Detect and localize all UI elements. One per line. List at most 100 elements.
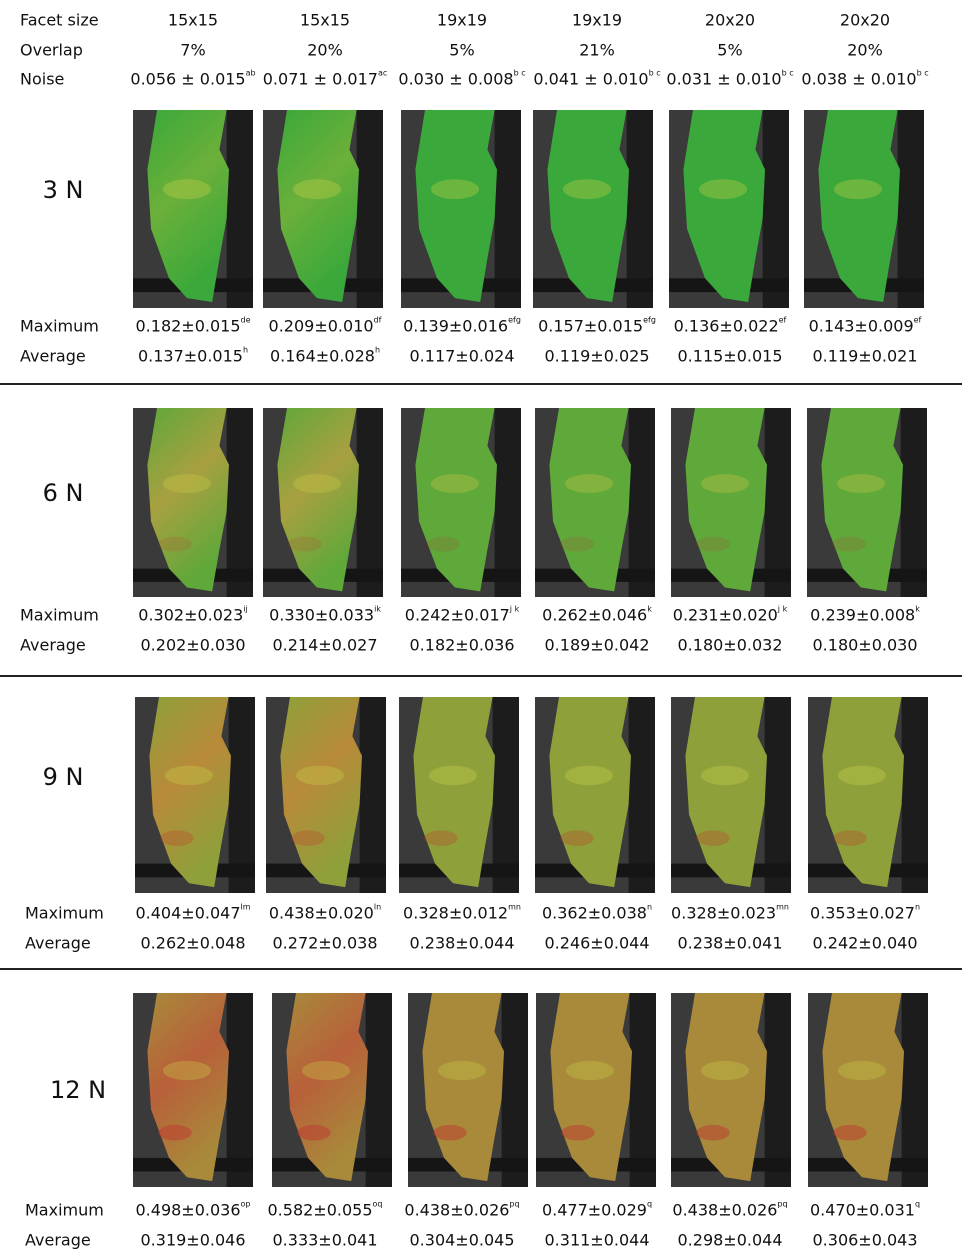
- cell: 0.119±0.021: [812, 347, 917, 366]
- cell-text: 0.262±0.048: [140, 934, 245, 953]
- cell: 0.438±0.020ln: [269, 904, 381, 923]
- superscript: op: [241, 1200, 251, 1209]
- cell: 0.115±0.015: [677, 347, 782, 366]
- row-label: Maximum: [20, 317, 99, 336]
- separator: [0, 675, 962, 677]
- cell: 0.119±0.025: [544, 347, 649, 366]
- cell-text: 0.333±0.041: [272, 1231, 377, 1250]
- superscript: q: [647, 1200, 652, 1209]
- cell: 0.238±0.041: [677, 934, 782, 953]
- strain-map: [401, 110, 521, 308]
- cell-text: 0.115±0.015: [677, 347, 782, 366]
- cell: 0.071 ± 0.017ac: [263, 70, 388, 89]
- cell: 0.246±0.044: [544, 934, 649, 953]
- cell: 0.311±0.044: [544, 1231, 649, 1250]
- cell-text: 0.056 ± 0.015: [130, 70, 245, 89]
- superscript: b c: [917, 69, 929, 78]
- cell: 0.477±0.029q: [542, 1201, 652, 1220]
- superscript: q: [915, 1200, 920, 1209]
- cell-text: 0.246±0.044: [544, 934, 649, 953]
- superscript: k: [915, 605, 920, 614]
- strain-map: [536, 993, 656, 1187]
- superscript: oq: [373, 1200, 383, 1209]
- superscript: j k: [510, 605, 519, 614]
- superscript: de: [241, 316, 251, 325]
- strain-map: [807, 408, 927, 597]
- superscript: h: [375, 346, 380, 355]
- cell-text: 0.164±0.028: [270, 347, 375, 366]
- cell-text: 0.143±0.009: [809, 317, 914, 336]
- superscript: b c: [514, 69, 526, 78]
- strain-map: [272, 993, 392, 1187]
- superscript: ef: [914, 316, 922, 325]
- cell-text: 20%: [307, 41, 343, 60]
- cell-text: 0.137±0.015: [138, 347, 243, 366]
- cell-text: 15x15: [168, 11, 218, 30]
- superscript: ik: [374, 605, 381, 614]
- cell: 0.242±0.017j k: [405, 606, 519, 625]
- load-label: 3 N: [43, 176, 84, 204]
- cell-text: 0.209±0.010: [269, 317, 374, 336]
- cell: 0.031 ± 0.010b c: [666, 70, 793, 89]
- cell: 0.239±0.008k: [810, 606, 920, 625]
- load-label: 6 N: [43, 479, 84, 507]
- cell-text: 0.302±0.023: [138, 606, 243, 625]
- superscript: b c: [782, 69, 794, 78]
- cell: 0.328±0.023mn: [671, 904, 789, 923]
- cell-text: 0.498±0.036: [136, 1201, 241, 1220]
- row-label: Facet size: [20, 11, 99, 30]
- strain-map: [133, 110, 253, 308]
- cell-text: 0.139±0.016: [403, 317, 508, 336]
- cell-text: 0.238±0.041: [677, 934, 782, 953]
- cell: 0.143±0.009ef: [809, 317, 922, 336]
- separator: [0, 968, 962, 970]
- superscript: pq: [777, 1200, 787, 1209]
- cell: 0.306±0.043: [812, 1231, 917, 1250]
- strain-map: [399, 697, 519, 893]
- cell: 0.202±0.030: [140, 636, 245, 655]
- strain-map: [401, 408, 521, 597]
- cell: 15x15: [300, 11, 350, 30]
- cell-text: 0.038 ± 0.010: [801, 70, 916, 89]
- superscript: df: [374, 316, 382, 325]
- cell: 19x19: [437, 11, 487, 30]
- cell-text: 0.119±0.021: [812, 347, 917, 366]
- cell: 0.139±0.016efg: [403, 317, 521, 336]
- cell: 20x20: [840, 11, 890, 30]
- cell-text: 0.117±0.024: [409, 347, 514, 366]
- cell: 20%: [307, 41, 343, 60]
- row-label: Maximum: [25, 904, 104, 923]
- figure: Facet size15x1515x1519x1919x1920x2020x20…: [0, 0, 962, 1250]
- cell-text: 15x15: [300, 11, 350, 30]
- cell: 0.231±0.020j k: [673, 606, 787, 625]
- cell: 0.182±0.036: [409, 636, 514, 655]
- superscript: mn: [508, 903, 521, 912]
- cell-text: 20%: [847, 41, 883, 60]
- cell: 0.298±0.044: [677, 1231, 782, 1250]
- cell-text: 20x20: [705, 11, 755, 30]
- cell: 21%: [579, 41, 615, 60]
- cell-text: 0.438±0.020: [269, 904, 374, 923]
- cell-text: 0.353±0.027: [810, 904, 915, 923]
- cell-text: 7%: [180, 41, 205, 60]
- cell: 0.209±0.010df: [269, 317, 382, 336]
- row-label: Average: [20, 347, 86, 366]
- cell: 0.030 ± 0.008b c: [398, 70, 525, 89]
- cell-text: 0.180±0.030: [812, 636, 917, 655]
- strain-map: [671, 697, 791, 893]
- cell-text: 0.319±0.046: [140, 1231, 245, 1250]
- superscript: ij: [243, 605, 247, 614]
- cell-text: 0.136±0.022: [674, 317, 779, 336]
- cell: 0.137±0.015h: [138, 347, 248, 366]
- cell: 20%: [847, 41, 883, 60]
- cell: 0.238±0.044: [409, 934, 514, 953]
- cell: 0.272±0.038: [272, 934, 377, 953]
- cell: 0.117±0.024: [409, 347, 514, 366]
- cell: 0.180±0.032: [677, 636, 782, 655]
- cell-text: 0.328±0.023: [671, 904, 776, 923]
- cell: 0.262±0.046k: [542, 606, 652, 625]
- cell-text: 0.304±0.045: [409, 1231, 514, 1250]
- cell: 0.180±0.030: [812, 636, 917, 655]
- strain-map: [263, 110, 383, 308]
- strain-map: [808, 697, 928, 893]
